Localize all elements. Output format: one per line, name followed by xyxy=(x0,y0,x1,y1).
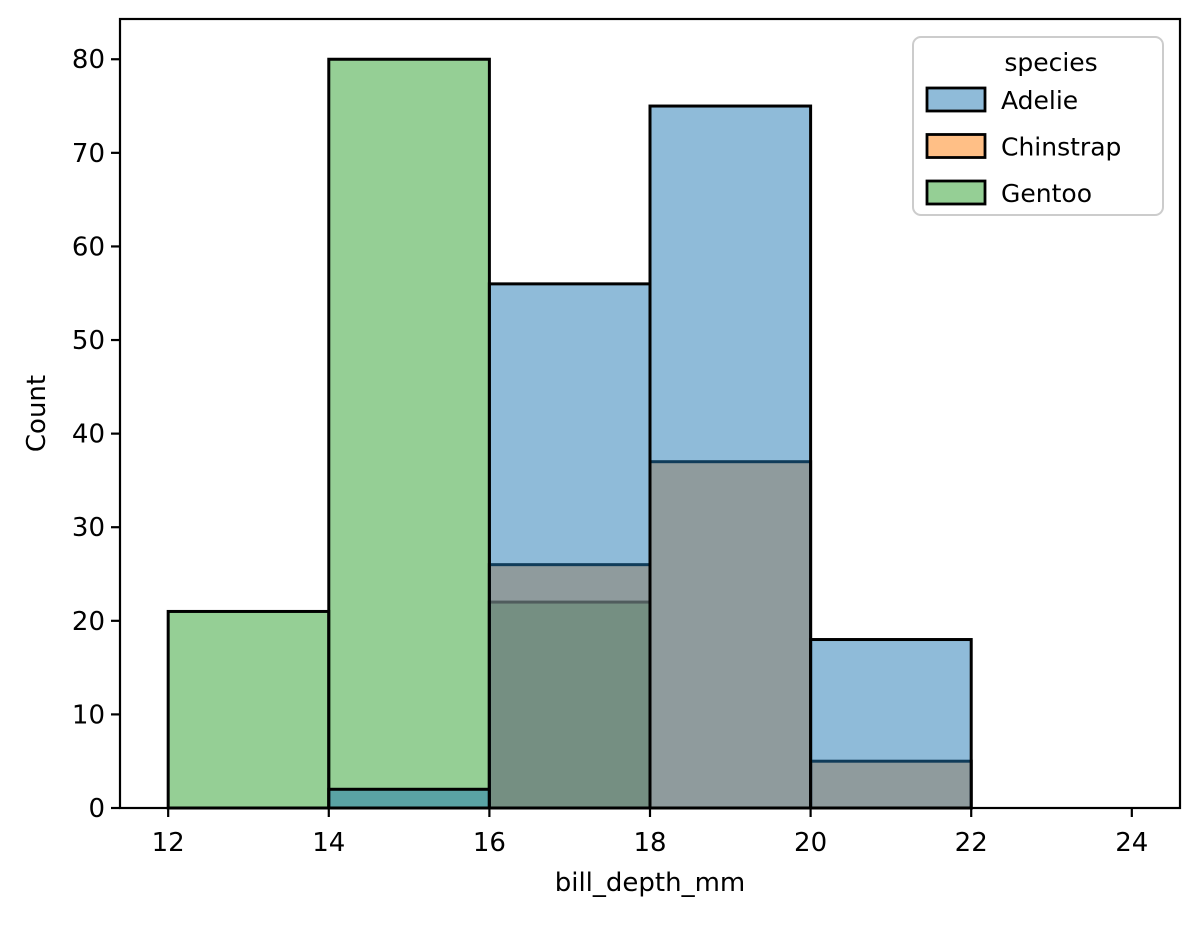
y-tick-label: 80 xyxy=(72,45,105,75)
x-axis-label: bill_depth_mm xyxy=(555,868,746,898)
legend-label-chinstrap: Chinstrap xyxy=(1001,133,1121,162)
y-tick-label: 60 xyxy=(72,232,105,262)
x-tick-label: 20 xyxy=(794,828,827,858)
legend-title: species xyxy=(1004,48,1097,77)
bars-layer xyxy=(166,57,973,810)
x-axis-ticks: 12 14 16 18 20 22 24 xyxy=(152,808,1148,858)
y-axis-label: Count xyxy=(22,375,52,452)
x-tick-label: 14 xyxy=(312,828,345,858)
bar-adelie-bin2 xyxy=(487,282,652,810)
x-tick-label: 18 xyxy=(633,828,666,858)
x-tick-label: 22 xyxy=(955,828,988,858)
legend-label-gentoo: Gentoo xyxy=(1001,179,1092,208)
bar-adelie-bin4 xyxy=(809,638,973,810)
x-tick-label: 12 xyxy=(152,828,185,858)
x-tick-label: 24 xyxy=(1115,828,1148,858)
bar-adelie-bin3 xyxy=(648,104,813,810)
legend-entries: Adelie Chinstrap Gentoo xyxy=(925,86,1121,208)
y-tick-label: 10 xyxy=(72,700,105,730)
legend-swatch-chinstrap xyxy=(925,133,987,159)
legend-swatch-adelie xyxy=(925,86,987,113)
bar-gentoo-bin1 xyxy=(327,57,491,810)
legend-frame xyxy=(912,36,1164,216)
y-tick-label: 0 xyxy=(88,794,105,824)
bar-adelie-bin1 xyxy=(327,787,491,810)
legend: species Adelie Chinstrap Gentoo xyxy=(912,36,1164,216)
y-tick-label: 50 xyxy=(72,326,105,356)
legend-label-adelie: Adelie xyxy=(1001,86,1078,115)
y-tick-label: 40 xyxy=(72,420,105,450)
y-tick-label: 70 xyxy=(72,139,105,169)
y-tick-label: 30 xyxy=(72,513,105,543)
x-tick-label: 16 xyxy=(473,828,506,858)
y-axis-ticks: 0 10 20 30 40 50 60 70 80 xyxy=(72,45,120,824)
legend-swatch-gentoo xyxy=(925,179,987,206)
bar-gentoo-bin0 xyxy=(166,609,331,810)
y-tick-label: 20 xyxy=(72,607,105,637)
